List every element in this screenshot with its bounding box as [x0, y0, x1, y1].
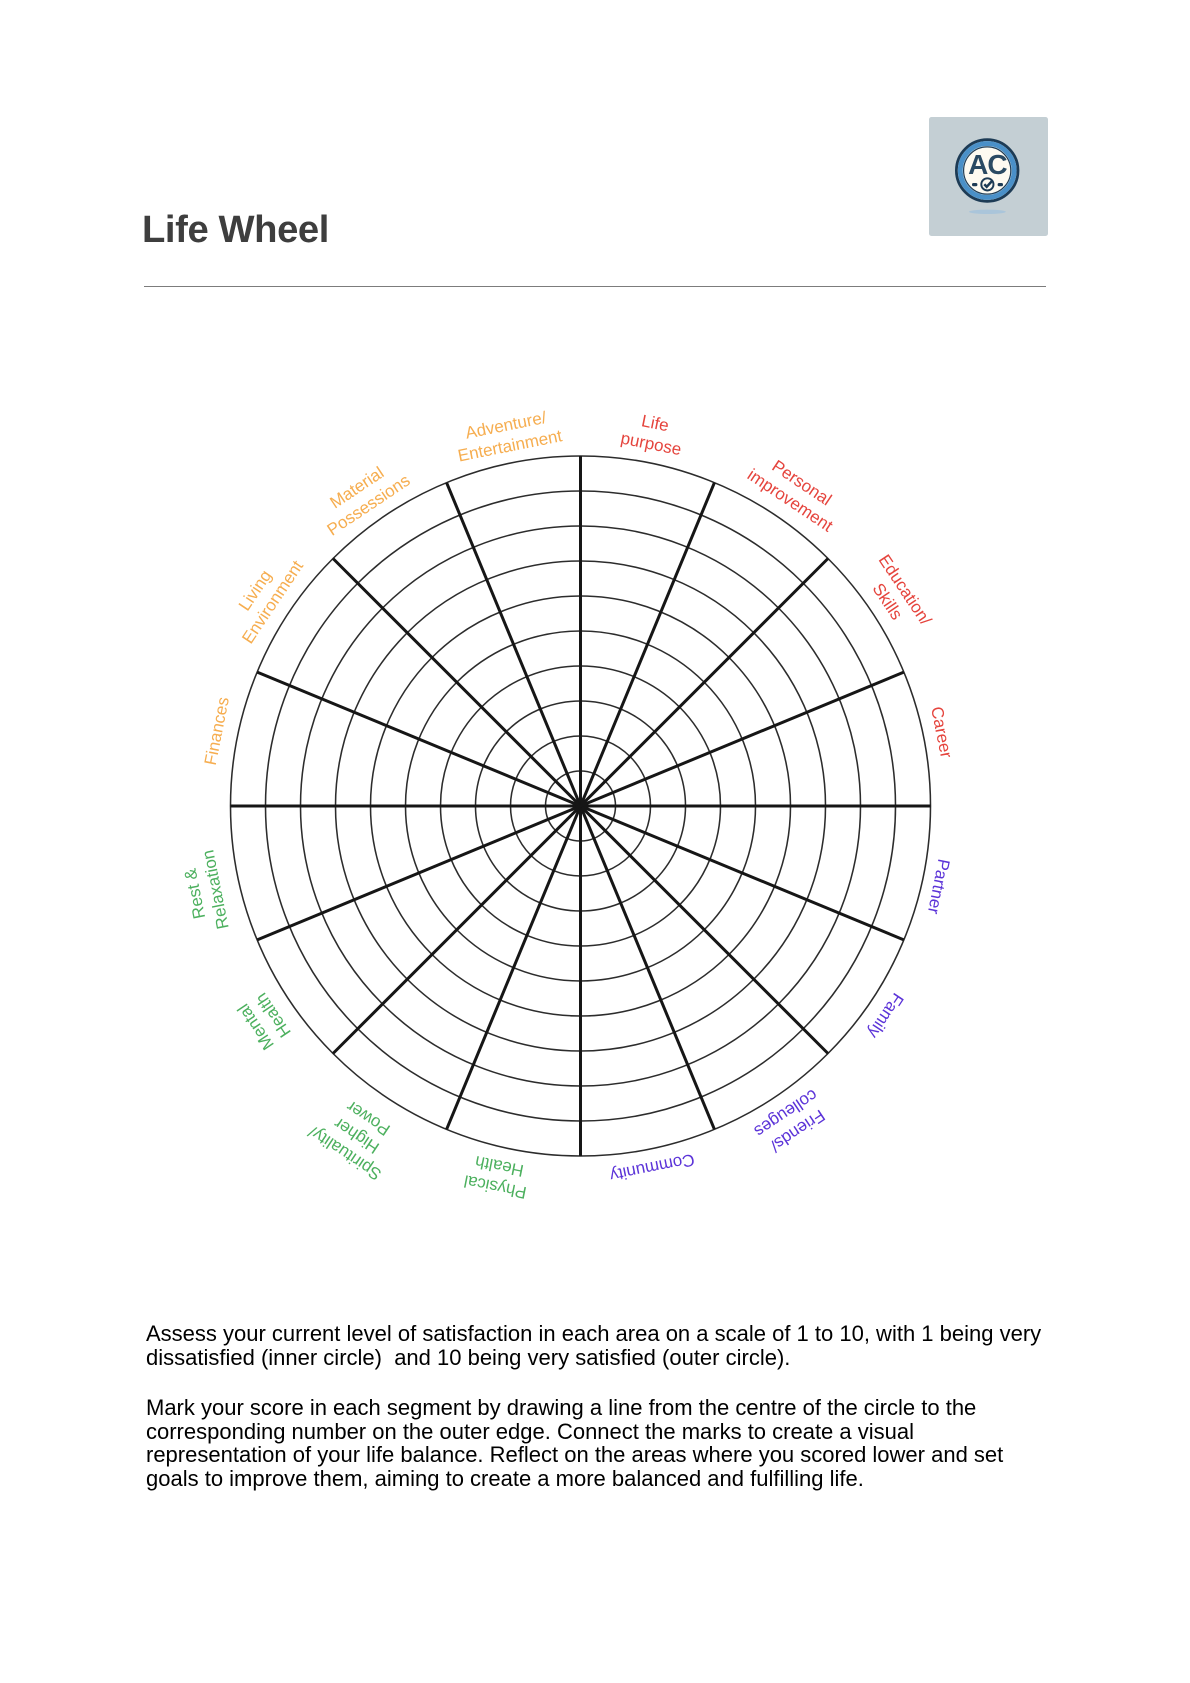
- svg-text:Partner: Partner: [924, 857, 954, 916]
- svg-text:Lifepurpose: Lifepurpose: [619, 408, 687, 459]
- svg-text:Community: Community: [608, 1150, 697, 1186]
- svg-text:Adventure/Entertainment: Adventure/Entertainment: [452, 406, 564, 466]
- svg-text:MentalHealth: MentalHealth: [234, 989, 296, 1054]
- svg-text:MaterialPossessions: MaterialPossessions: [312, 453, 414, 539]
- svg-text:Personalimprovement: Personalimprovement: [744, 448, 848, 536]
- svg-text:Family: Family: [864, 990, 908, 1043]
- svg-text:Education/Skills: Education/Skills: [857, 551, 935, 640]
- svg-text:AC: AC: [968, 149, 1007, 180]
- svg-text:Career: Career: [927, 705, 956, 760]
- svg-text:LivingEnvironment: LivingEnvironment: [221, 545, 307, 647]
- svg-text:PhysicalHealth: PhysicalHealth: [462, 1151, 532, 1203]
- svg-text:Rest &Relaxation: Rest &Relaxation: [178, 848, 233, 935]
- svg-text:Finances: Finances: [201, 695, 233, 766]
- svg-text:Friends/colleuges: Friends/colleuges: [751, 1085, 833, 1158]
